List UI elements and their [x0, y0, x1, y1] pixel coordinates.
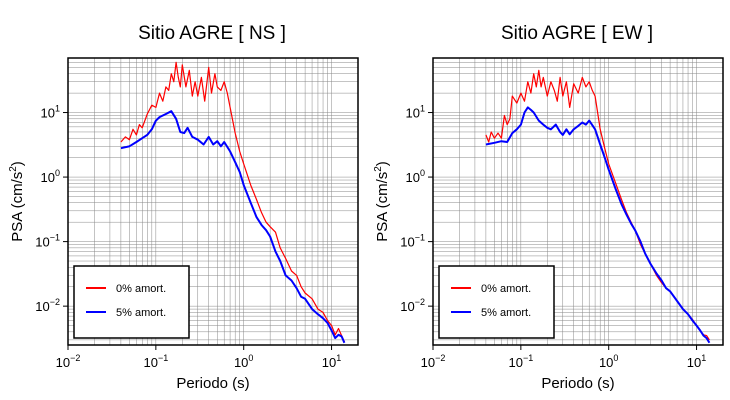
x-tick-label: 100 — [234, 353, 253, 370]
x-axis-label: Periodo (s) — [176, 375, 249, 392]
y-tick-label: 10−1 — [400, 233, 425, 250]
legend-box — [73, 265, 190, 339]
y-tick-label: 100 — [41, 168, 60, 185]
series-line-blue — [485, 106, 711, 344]
legend-label: 0% amort. — [481, 283, 531, 295]
legend: 0% amort. 5% amort. — [73, 265, 190, 339]
plot-frame — [432, 57, 724, 346]
series-line-blue — [120, 110, 346, 344]
legend: 0% amort. 5% amort. — [438, 265, 555, 339]
chart-panel-2: 10−2 10−1 100 101 10−2 10−1 100 101 Sitio AGRE [… — [373, 23, 724, 392]
legend-label: 5% amort. — [481, 307, 531, 319]
x-tick-label: 10−1 — [143, 353, 168, 370]
x-tick-label: 101 — [322, 353, 341, 370]
series-line-red — [120, 61, 345, 343]
y-tick-label: 10−1 — [35, 233, 60, 250]
x-tick-label: 10−2 — [56, 353, 81, 370]
y-tick-label: 101 — [41, 104, 60, 121]
x-tick-label: 10−2 — [421, 353, 446, 370]
plot-frame — [67, 57, 359, 346]
y-tick-label: 101 — [406, 104, 425, 121]
y-tick-label: 100 — [406, 168, 425, 185]
x-tick-label: 10−1 — [508, 353, 533, 370]
chart-title: Sitio AGRE [ EW ] — [501, 23, 653, 44]
chart-panel-1: 10−2 10−1 100 101 10−2 10−1 100 101 Sitio AGRE [… — [8, 23, 359, 392]
x-tick-label: 101 — [687, 353, 706, 370]
y-axis-label: PSA (cm/s2) — [8, 161, 26, 242]
legend-box — [438, 265, 555, 339]
chart-title: Sitio AGRE [ NS ] — [138, 23, 286, 44]
x-tick-label: 100 — [599, 353, 618, 370]
y-tick-label: 10−2 — [35, 297, 60, 314]
legend-label: 0% amort. — [116, 283, 166, 295]
legend-label: 5% amort. — [116, 307, 166, 319]
y-axis-label: PSA (cm/s2) — [373, 161, 391, 242]
x-axis-label: Periodo (s) — [541, 375, 614, 392]
y-tick-label: 10−2 — [400, 297, 425, 314]
